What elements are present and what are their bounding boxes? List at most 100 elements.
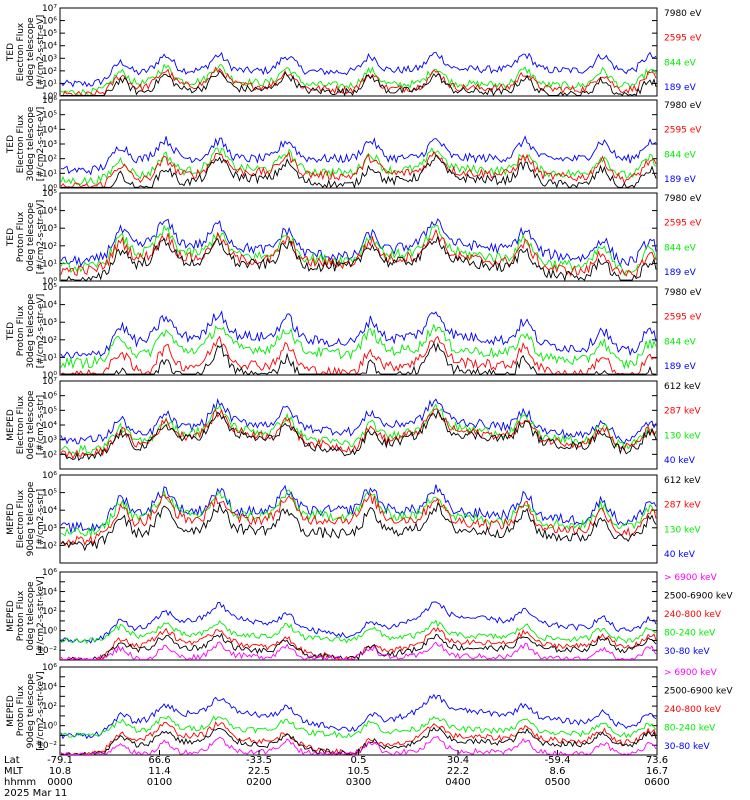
y-tick-label: 10⁶ (42, 471, 57, 481)
y-tick-label: 10⁵ (42, 489, 57, 499)
hhmm-row-label: hhmm (4, 777, 37, 788)
y-axis-label: [#/cm2-s-str-eV] (36, 294, 46, 369)
series-line-black (60, 234, 657, 282)
y-tick-label: 10⁴ (42, 588, 57, 598)
x-tick-label: -79.1 (47, 755, 73, 766)
panel-6: 10² 10³ 10⁴ 10⁵ 10⁶ MEPED Electron Flux 90deg t… (6, 471, 701, 564)
y-axis-label: Proton Flux (16, 590, 26, 641)
y-axis-label: 0deg telescope (26, 202, 36, 272)
legend-entry: 2595 eV (664, 126, 702, 136)
x-tick-label: 73.6 (646, 755, 668, 766)
x-tick-label: 0300 (346, 777, 371, 788)
series-line-black (60, 502, 657, 552)
legend-entry: 130 keV (664, 525, 701, 535)
legend-entry: > 6900 keV (664, 668, 718, 678)
legend-entry: 240-800 keV (664, 610, 722, 620)
y-tick-label: 10⁵ (42, 406, 57, 416)
y-tick-label: 10² (42, 155, 57, 165)
y-tick-label: 10³ (42, 318, 57, 328)
series-line-red (60, 491, 657, 547)
series-line-black (61, 154, 657, 189)
legend-entry: 130 keV (664, 431, 701, 441)
series-line-green (60, 715, 657, 739)
y-tick-label: 10³ (42, 524, 57, 534)
series-line-blue (60, 601, 657, 644)
y-tick-label: 10⁴ (42, 42, 57, 52)
y-tick-label: 10¹ (42, 259, 57, 269)
y-tick-label: 10⁰ (42, 184, 57, 194)
legend-entry: 2595 eV (664, 34, 702, 44)
legend-entry: 2500-6900 keV (664, 592, 733, 602)
y-axis-label: 30deg telescope (26, 106, 36, 181)
y-tick-label: 10⁶ (42, 568, 57, 578)
plot-frame (59, 7, 658, 97)
x-tick-label: 30.4 (447, 755, 469, 766)
y-tick-label: 10⁵ (42, 283, 57, 293)
series-line-blue (60, 484, 657, 533)
y-tick-label: 10⁶ (42, 17, 57, 27)
legend-entry: 189 eV (664, 83, 697, 93)
y-axis-label: 0deg telescope (26, 390, 36, 460)
y-axis-label: MEPED (6, 600, 16, 632)
series-line-black (60, 410, 657, 462)
legend-entry: 612 keV (664, 382, 701, 392)
y-tick-label: 10¹ (42, 353, 57, 363)
series-line-magenta (61, 641, 657, 661)
y-tick-label: 10² (42, 450, 57, 460)
y-tick-label: 10² (42, 336, 57, 346)
y-tick-label: 10⁵ (42, 189, 57, 199)
y-axis-label: TED (6, 322, 16, 341)
series-line-red (60, 408, 657, 460)
panel-4: 10⁰ 10¹ 10² 10³ 10⁴ 10⁵ TED Proton Flux 30deg te… (6, 283, 702, 381)
x-tick-label: 0000 (47, 777, 72, 788)
y-axis-label: [#/cm2-s-str-keV] (36, 576, 46, 655)
legend-entry: 844 eV (664, 337, 697, 347)
y-axis-label: [#/cm2-s-str] (36, 489, 46, 549)
legend-entry: 240-800 keV (664, 705, 722, 715)
panel-3: 10⁰ 10¹ 10² 10³ 10⁴ 10⁵ TED Proton Flux 0deg tel… (6, 189, 702, 287)
mlt-row-label: MLT (4, 766, 23, 777)
y-tick-label: 10⁷ (42, 377, 57, 387)
y-tick-label: 10² (42, 67, 57, 77)
y-tick-label: 10⁶ (42, 392, 57, 402)
y-tick-label: 10⁷ (42, 4, 57, 14)
y-axis-label: 30deg telescope (26, 293, 36, 368)
y-tick-label: 10² (42, 607, 57, 617)
x-tick-label: 0500 (545, 777, 570, 788)
y-axis-label: Electron Flux (16, 489, 26, 548)
y-axis-label: Electron Flux (16, 114, 26, 173)
y-axis-label: [#/cm2-s-str-eV] (36, 15, 46, 90)
y-axis-label: MEPED (6, 503, 16, 535)
x-tick-label: -59.4 (545, 755, 571, 766)
legend-entry: 40 keV (664, 550, 696, 560)
x-tick-label: 10.5 (347, 766, 369, 777)
legend-entry: 189 eV (664, 362, 697, 372)
plot-frame (59, 286, 658, 376)
legend-entry: 80-240 keV (664, 724, 716, 734)
series-line-green (60, 403, 657, 455)
panel-8: 10⁻² 10⁰ 10² 10⁴ 10⁶ MEPED Proton Flux 90deg te… (6, 663, 733, 756)
plot-frame (59, 474, 658, 564)
y-axis-label: Electron Flux (16, 395, 26, 454)
y-tick-label: 10¹ (42, 169, 57, 179)
y-tick-label: 10³ (42, 436, 57, 446)
panel-2: 10⁰ 10¹ 10² 10³ 10⁴ 10⁵ 10⁶ TED Electron Flux 30d… (6, 96, 702, 194)
x-tick-label: 0200 (246, 777, 271, 788)
plot-frame (59, 380, 658, 470)
legend-entry: 189 eV (664, 268, 697, 278)
y-tick-label: 10⁴ (42, 421, 57, 431)
legend-entry: 287 keV (664, 501, 701, 511)
series-line-red (60, 335, 657, 376)
x-tick-label: 22.5 (248, 766, 270, 777)
y-axis-label: Proton Flux (16, 211, 26, 262)
x-tick-label: 0.5 (351, 755, 367, 766)
series-line-black (61, 341, 656, 376)
legend-entry: 2500-6900 keV (664, 687, 733, 697)
legend-entry: 2595 eV (664, 219, 702, 229)
legend-entry: 844 eV (664, 243, 697, 253)
series-line-red (60, 228, 657, 278)
series-line-blue (60, 135, 657, 176)
series-line-red (60, 150, 657, 189)
panel-7: 10⁻² 10⁰ 10² 10⁴ 10⁶ MEPED Proton Flux 0deg tel… (6, 568, 733, 661)
